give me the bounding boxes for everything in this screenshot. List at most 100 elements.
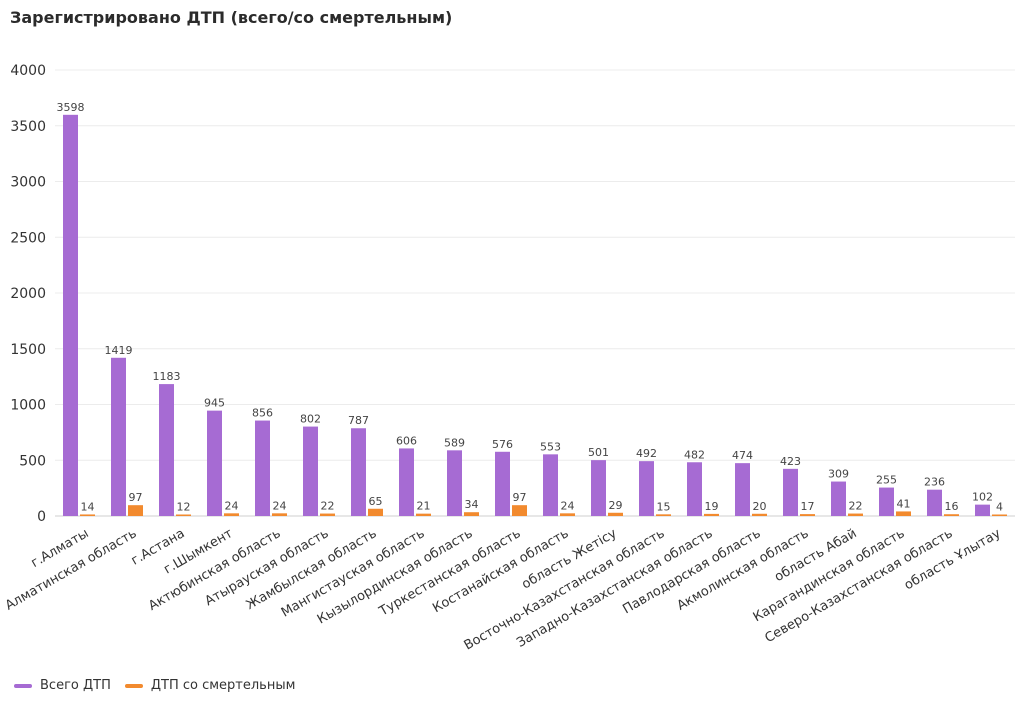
data-label-total: 576 (492, 438, 513, 451)
data-label-total: 856 (252, 407, 273, 420)
bar-fatal[interactable] (416, 513, 431, 516)
y-axis: 0 500 1000 1500 2000 2500 3000 3500 4000 (10, 63, 46, 525)
data-label-fatal: 16 (945, 500, 959, 513)
bar-total[interactable] (255, 420, 270, 516)
bar-total[interactable] (591, 460, 606, 516)
data-label-total: 787 (348, 414, 369, 427)
bar-total[interactable] (495, 451, 510, 516)
data-label-fatal: 24 (273, 499, 287, 512)
bar-total[interactable] (735, 463, 750, 516)
bar-fatal[interactable] (320, 513, 335, 516)
bar-fatal[interactable] (560, 513, 575, 516)
data-labels: 3598 14 1419 97 1183 12 945 24 856 24 802 22 787 65 60… (57, 101, 1004, 514)
data-label-total: 423 (780, 455, 801, 468)
bars (63, 114, 1007, 517)
bar-fatal[interactable] (944, 514, 959, 516)
legend-label-total: Всего ДТП (40, 678, 111, 693)
legend-item-total[interactable]: Всего ДТП (14, 678, 111, 693)
bar-total[interactable] (447, 450, 462, 516)
legend-swatch-fatal (124, 683, 143, 688)
data-label-total: 482 (684, 448, 705, 461)
data-label-fatal: 12 (177, 501, 191, 514)
data-label-fatal: 4 (996, 501, 1003, 514)
bar-fatal[interactable] (176, 514, 191, 517)
data-label-total: 553 (540, 440, 561, 453)
data-label-total: 1183 (153, 370, 181, 383)
data-label-fatal: 97 (513, 491, 527, 504)
bar-fatal[interactable] (512, 505, 527, 516)
bar-total[interactable] (351, 428, 366, 516)
bar-total[interactable] (687, 462, 702, 516)
bar-total[interactable] (63, 114, 78, 516)
y-tick-label: 0 (37, 509, 46, 525)
data-label-fatal: 15 (657, 500, 671, 513)
bar-fatal[interactable] (464, 512, 479, 516)
grid-lines (55, 69, 1015, 517)
bar-fatal[interactable] (656, 514, 671, 516)
bar-fatal[interactable] (896, 511, 911, 516)
bar-fatal[interactable] (272, 513, 287, 516)
y-tick-label: 2500 (10, 230, 46, 246)
bar-fatal[interactable] (704, 513, 719, 516)
y-tick-label: 500 (19, 453, 46, 469)
bar-total[interactable] (111, 357, 126, 516)
y-tick-label: 1500 (10, 342, 46, 358)
data-label-total: 945 (204, 397, 225, 410)
data-label-total: 589 (444, 436, 465, 449)
bar-fatal[interactable] (992, 514, 1007, 517)
bar-total[interactable] (543, 454, 558, 516)
bar-fatal[interactable] (224, 513, 239, 516)
y-tick-label: 2000 (10, 286, 46, 302)
data-label-total: 255 (876, 474, 897, 487)
bar-total[interactable] (207, 410, 222, 516)
data-label-fatal: 17 (801, 500, 815, 513)
bar-total[interactable] (159, 384, 174, 516)
data-label-total: 309 (828, 468, 849, 481)
bar-fatal[interactable] (368, 508, 383, 516)
bar-total[interactable] (783, 468, 798, 516)
bar-total[interactable] (831, 481, 846, 516)
data-label-fatal: 24 (225, 499, 239, 512)
bar-total[interactable] (399, 448, 414, 516)
data-label-total: 492 (636, 447, 657, 460)
y-tick-label: 3500 (10, 119, 46, 135)
data-label-total: 102 (972, 491, 993, 504)
bar-fatal[interactable] (848, 513, 863, 516)
data-label-fatal: 19 (705, 500, 719, 513)
data-label-total: 1419 (105, 344, 133, 357)
data-label-fatal: 41 (897, 497, 911, 510)
legend-item-fatal[interactable]: ДТП со смертельным (124, 678, 296, 693)
data-label-fatal: 29 (609, 499, 623, 512)
data-label-fatal: 24 (561, 499, 575, 512)
bar-total[interactable] (927, 489, 942, 516)
bar-fatal[interactable] (608, 512, 623, 516)
data-label-fatal: 20 (753, 500, 767, 513)
data-label-fatal: 22 (849, 500, 863, 513)
data-label-total: 236 (924, 476, 945, 489)
y-tick-label: 4000 (10, 63, 46, 79)
y-tick-label: 1000 (10, 398, 46, 414)
legend-swatch-total (14, 683, 32, 688)
bar-fatal[interactable] (80, 514, 95, 516)
data-label-fatal: 65 (369, 495, 383, 508)
data-label-fatal: 97 (129, 491, 143, 504)
bar-total[interactable] (639, 461, 654, 516)
data-label-total: 802 (300, 413, 321, 426)
bar-total[interactable] (879, 487, 894, 516)
y-tick-label: 3000 (10, 175, 46, 191)
data-label-fatal: 22 (321, 500, 335, 513)
data-label-total: 606 (396, 434, 417, 447)
data-label-total: 501 (588, 446, 609, 459)
bar-total[interactable] (303, 426, 318, 516)
data-label-fatal: 34 (465, 498, 479, 511)
data-label-total: 474 (732, 449, 753, 462)
data-label-fatal: 14 (81, 500, 95, 513)
bar-fatal[interactable] (128, 505, 143, 516)
bar-fatal[interactable] (752, 513, 767, 516)
data-label-total: 3598 (57, 101, 85, 114)
legend-label-fatal: ДТП со смертельным (150, 678, 296, 693)
bar-fatal[interactable] (800, 514, 815, 516)
bar-total[interactable] (975, 504, 990, 516)
legend: Всего ДТП ДТП со смертельным (14, 678, 309, 693)
